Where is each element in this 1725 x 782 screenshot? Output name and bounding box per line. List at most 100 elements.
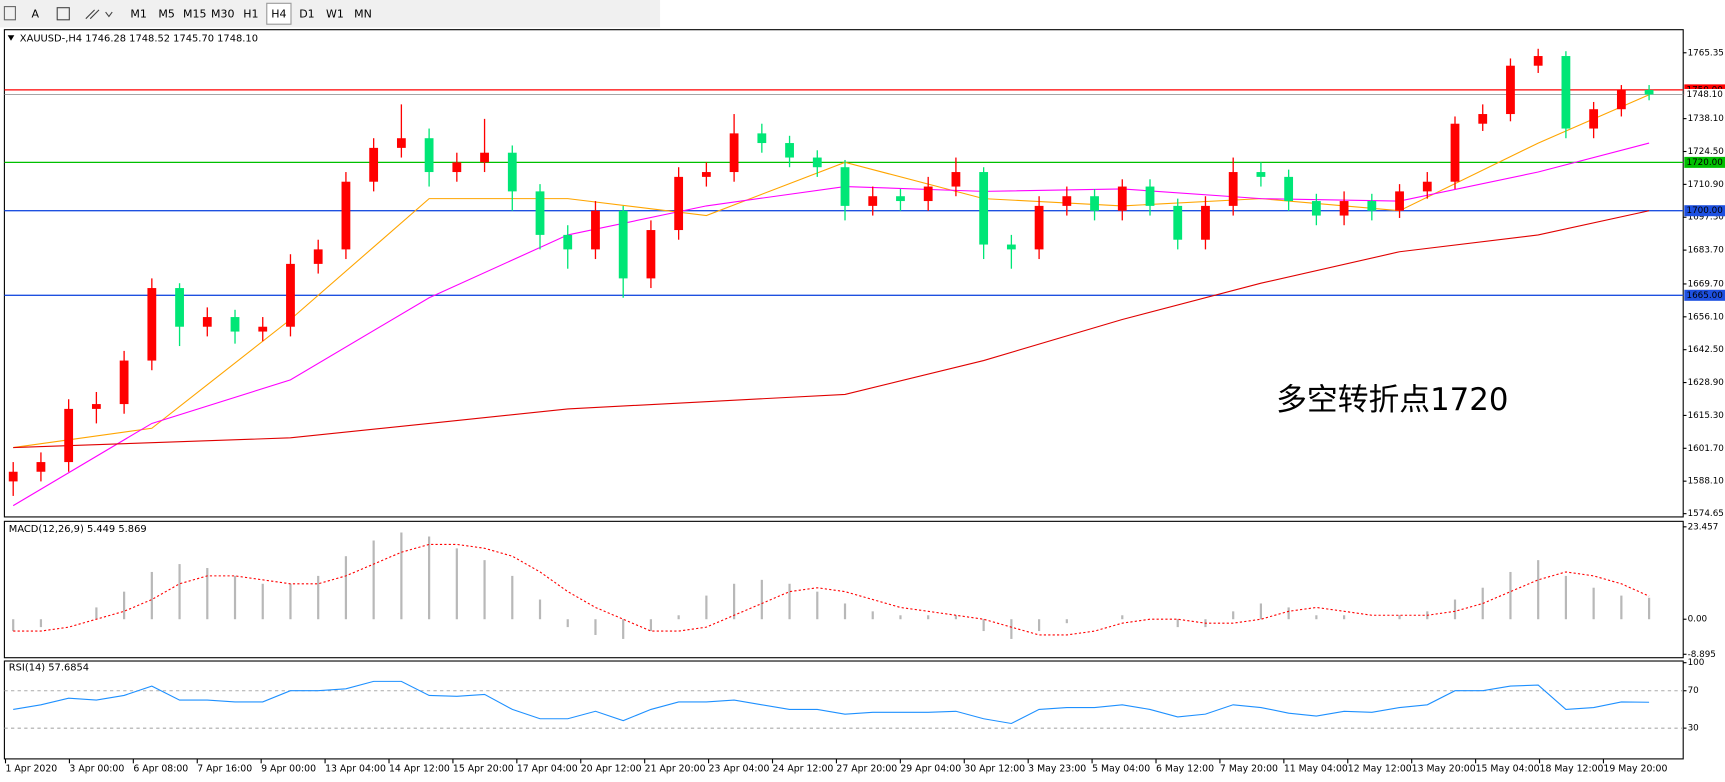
- candle-body: [1644, 89, 1654, 95]
- x-tick-label: 3 May 23:00: [1028, 763, 1086, 774]
- y-tick-label: 1669.70: [1688, 279, 1724, 289]
- x-tick-label: 7 May 20:00: [1220, 763, 1278, 774]
- y-tick-label: 1738.10: [1688, 114, 1724, 124]
- candle-body: [646, 230, 656, 279]
- y-tick-label: 30: [1688, 724, 1699, 734]
- text-tool[interactable]: A: [31, 7, 39, 20]
- candle-body: [1478, 114, 1488, 124]
- x-tick-label: 24 Apr 12:00: [773, 763, 834, 774]
- y-tick-label: 1601.70: [1688, 444, 1724, 454]
- timeframe-button[interactable]: M1: [130, 7, 146, 20]
- level-tag: [1684, 205, 1725, 217]
- x-tick-label: 6 Apr 08:00: [133, 763, 188, 774]
- candle-body: [1450, 123, 1460, 182]
- candle-body: [1145, 186, 1155, 206]
- y-tick-label: 1574.65: [1688, 509, 1724, 519]
- timeframe-button[interactable]: W1: [326, 7, 344, 20]
- y-tick-label: 1683.70: [1688, 246, 1724, 256]
- x-tick-label: 23 Apr 04:00: [709, 763, 770, 774]
- candle-body: [286, 263, 295, 327]
- candle-body: [202, 317, 212, 327]
- candle-body: [1006, 244, 1016, 250]
- y-tick-label: 70: [1688, 686, 1699, 696]
- y-tick-label: 1765.35: [1688, 48, 1724, 58]
- candle-body: [1589, 109, 1599, 129]
- timeframe-button[interactable]: M15: [183, 7, 206, 20]
- candle-body: [1367, 201, 1377, 211]
- x-tick-label: 1 Apr 2020: [6, 763, 58, 774]
- candle-body: [91, 404, 101, 409]
- candle-body: [896, 196, 905, 202]
- candle-body: [1311, 201, 1321, 216]
- level-label: 1720.00: [1686, 158, 1722, 168]
- candle-body: [396, 138, 406, 148]
- candle-body: [868, 196, 878, 206]
- y-tick-label: 1697.30: [1688, 213, 1724, 223]
- candle-body: [119, 360, 129, 405]
- candle-body: [424, 138, 434, 173]
- timeframe-button[interactable]: M30: [211, 7, 234, 20]
- y-tick-label: 1642.50: [1688, 345, 1724, 355]
- timeframe-button[interactable]: H1: [243, 7, 258, 20]
- last-price-tag: [1684, 88, 1725, 100]
- candle-body: [1173, 205, 1183, 240]
- header-arrow: [7, 35, 15, 41]
- objects-tool[interactable]: [85, 9, 113, 20]
- y-tick-label: 0.00: [1688, 615, 1708, 625]
- candle-body: [8, 471, 18, 482]
- candle-body: [674, 176, 684, 231]
- candle-body: [618, 210, 628, 279]
- x-tick-label: 9 Apr 00:00: [261, 763, 316, 774]
- x-tick-label: 21 Apr 20:00: [645, 763, 706, 774]
- y-tick-label: 1615.30: [1688, 411, 1724, 421]
- toolbar: A M1 M5 M15 M30 H1 H4 D1 W1 MN: [0, 0, 661, 28]
- candle-body: [1062, 196, 1072, 206]
- x-tick-label: 30 Apr 12:00: [964, 763, 1025, 774]
- timeframe-button[interactable]: M5: [158, 7, 174, 20]
- rsi-line: [13, 680, 1650, 725]
- last-price-label: 1748.10: [1686, 90, 1722, 100]
- x-tick-label: 15 May 04:00: [1476, 763, 1540, 774]
- candle-body: [1201, 205, 1210, 240]
- candle-body: [36, 462, 46, 472]
- label-tool[interactable]: [56, 7, 70, 21]
- y-tick-label: 1628.90: [1688, 378, 1724, 388]
- timeframe-button[interactable]: D1: [299, 7, 314, 20]
- candle-body: [1616, 89, 1626, 110]
- candle-body: [452, 162, 462, 173]
- y-tick-label: 23.457: [1688, 522, 1719, 532]
- candle-body: [812, 157, 822, 168]
- y-tick-label: 1656.10: [1688, 312, 1724, 322]
- y-tick-label: -8.895: [1688, 650, 1716, 660]
- toolbar-bg: [0, 0, 661, 28]
- rsi-panel: [3, 660, 1684, 760]
- timeframe-button[interactable]: H4: [271, 7, 286, 20]
- candle-body: [1422, 181, 1432, 192]
- candle-body: [175, 288, 184, 327]
- active-timeframe: [266, 2, 292, 25]
- y-tick-label: 1588.10: [1688, 477, 1724, 487]
- x-tick-label: 29 Apr 04:00: [900, 763, 961, 774]
- candle-body: [1284, 176, 1294, 202]
- moving-average: [13, 210, 1650, 449]
- main-panel: [3, 29, 1684, 518]
- candle-body: [535, 191, 545, 235]
- x-tick-label: 6 May 12:00: [1156, 763, 1214, 774]
- candle-body: [1034, 205, 1044, 250]
- candle-body: [563, 234, 573, 250]
- level-tag: [1684, 289, 1725, 301]
- y-tick-label: 100: [1688, 658, 1705, 668]
- x-tick-label: 13 May 20:00: [1412, 763, 1476, 774]
- cursor-icon[interactable]: [3, 6, 16, 21]
- x-tick-label: 19 May 20:00: [1603, 763, 1667, 774]
- candle-body: [230, 317, 240, 332]
- candle-body: [1395, 191, 1404, 211]
- macd-title: MACD(12,26,9) 5.449 5.869: [9, 524, 147, 535]
- timeframe-button[interactable]: MN: [354, 7, 372, 20]
- candle-body: [341, 181, 351, 250]
- candle-body: [147, 288, 157, 361]
- candle-body: [923, 186, 933, 202]
- candle-body: [369, 147, 379, 182]
